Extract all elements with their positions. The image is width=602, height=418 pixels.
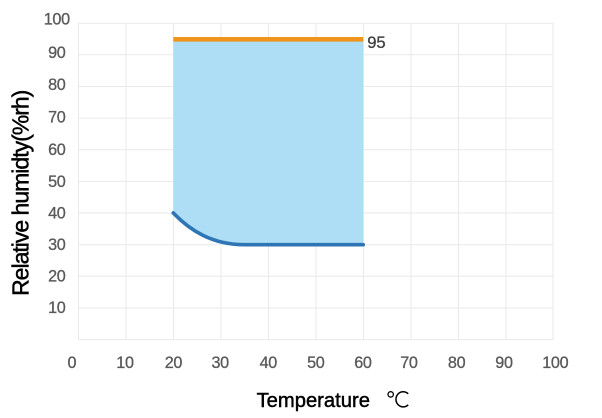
svg-text:100: 100: [44, 11, 70, 29]
svg-text:10: 10: [48, 299, 66, 317]
svg-text:95: 95: [367, 33, 385, 52]
svg-text:60: 60: [354, 354, 372, 372]
svg-text:Relative humidty(%rh): Relative humidty(%rh): [8, 90, 34, 296]
svg-text:40: 40: [260, 354, 278, 372]
svg-text:20: 20: [48, 268, 66, 286]
svg-text:70: 70: [48, 108, 66, 126]
svg-text:70: 70: [400, 354, 418, 372]
svg-text:10: 10: [116, 354, 134, 372]
svg-text:100: 100: [542, 354, 568, 372]
svg-text:0: 0: [68, 354, 77, 372]
svg-text:50: 50: [48, 173, 66, 191]
svg-text:90: 90: [48, 44, 66, 62]
svg-text:30: 30: [48, 236, 66, 254]
svg-text:40: 40: [48, 205, 66, 223]
svg-text:30: 30: [211, 354, 229, 372]
svg-text:80: 80: [48, 76, 66, 94]
svg-text:50: 50: [307, 354, 325, 372]
svg-text:20: 20: [165, 354, 183, 372]
svg-text:90: 90: [495, 354, 513, 372]
svg-text:80: 80: [448, 354, 466, 372]
svg-text:Temperature: Temperature: [257, 390, 370, 412]
svg-text:60: 60: [48, 141, 66, 159]
